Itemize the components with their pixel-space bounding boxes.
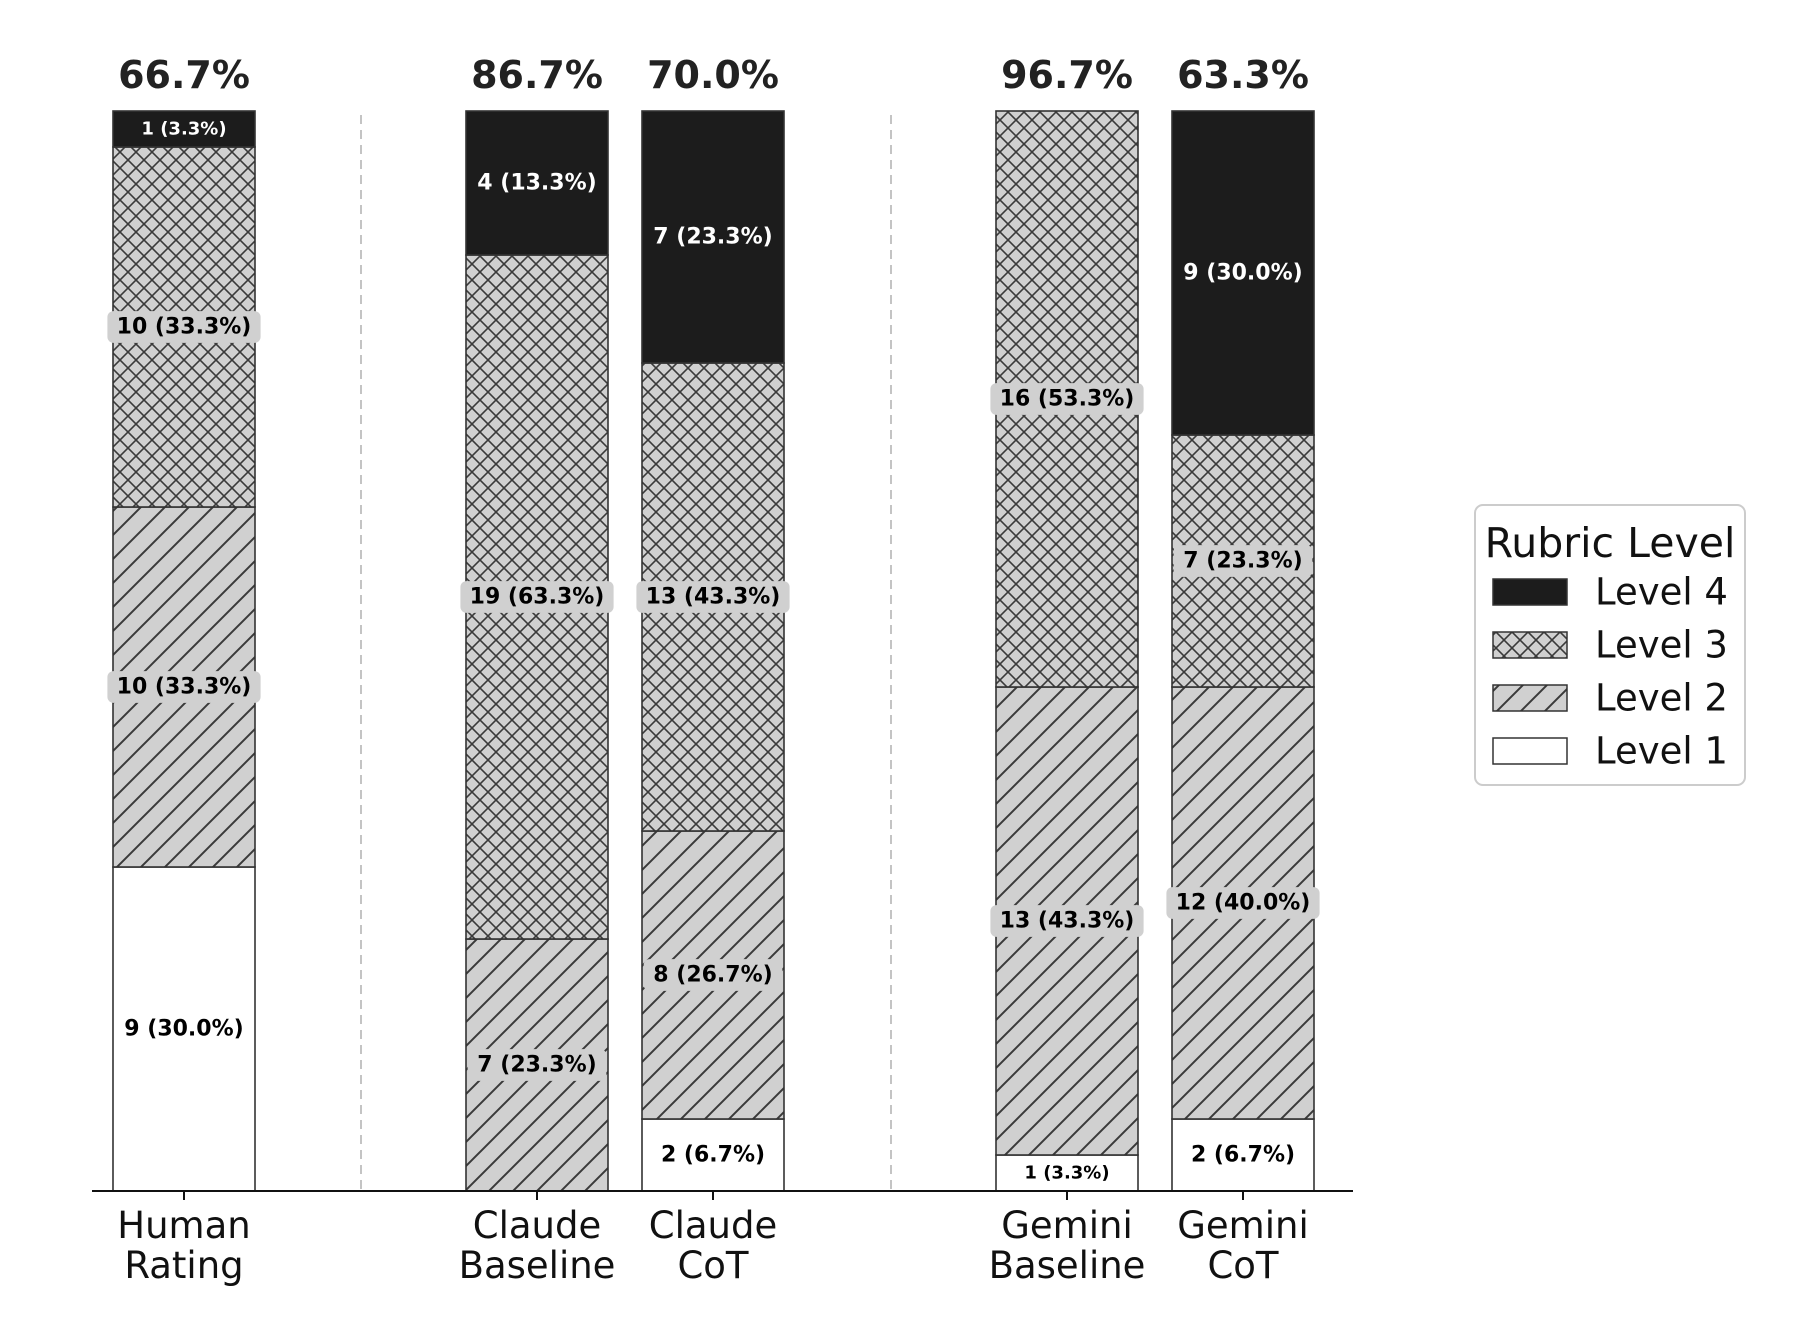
segment-label-bg bbox=[636, 581, 790, 613]
x-tick-label: Human Rating bbox=[117, 1204, 250, 1287]
legend-label: Level 4 bbox=[1595, 571, 1728, 614]
segment-label: 8 (26.7%) bbox=[653, 963, 772, 988]
segment-labels-layer: 9 (30.0%) 10 (33.3%) 10 (33.3%) 1 (3.3%) 7 (… bbox=[107, 119, 1320, 1184]
segment-label-bg bbox=[460, 581, 614, 613]
segment-label: 9 (30.0%) bbox=[1183, 261, 1302, 286]
group-separators bbox=[360, 115, 892, 1191]
segment-label: 7 (23.3%) bbox=[1183, 549, 1302, 574]
x-tick-label: Claude CoT bbox=[649, 1204, 778, 1287]
segment-label: 13 (43.3%) bbox=[646, 585, 781, 610]
legend-swatch-level-3 bbox=[1492, 631, 1568, 659]
segment-label: 10 (33.3%) bbox=[117, 675, 252, 700]
bars-layer bbox=[112, 110, 1315, 1192]
segment-label: 1 (3.3%) bbox=[141, 119, 226, 140]
legend-swatch-level-4 bbox=[1492, 578, 1568, 606]
bar-segment-level-4-1 bbox=[465, 110, 609, 256]
top-percent-label: 96.7% bbox=[1001, 53, 1133, 97]
legend-title: Rubric Level bbox=[1485, 519, 1736, 567]
segment-label: 2 (6.7%) bbox=[1191, 1143, 1295, 1168]
segment-label: 12 (40.0%) bbox=[1176, 891, 1311, 916]
segment-label: 13 (43.3%) bbox=[1000, 909, 1135, 934]
x-axis: Human Rating Claude Baseline Claude CoT Gemini… bbox=[92, 1190, 1353, 1287]
segment-label: 19 (63.3%) bbox=[470, 585, 605, 610]
bar-segment-level-1-0 bbox=[112, 866, 256, 1192]
segment-label: 2 (6.7%) bbox=[661, 1143, 765, 1168]
legend-swatch-level-1 bbox=[1492, 737, 1568, 765]
segment-label-bg bbox=[1166, 887, 1320, 919]
legend-swatch-level-2 bbox=[1492, 684, 1568, 712]
segment-label-bg bbox=[1173, 545, 1313, 577]
segment-label: 16 (53.3%) bbox=[1000, 387, 1135, 412]
legend-frame bbox=[1474, 504, 1746, 786]
top-percent-label: 86.7% bbox=[471, 53, 603, 97]
segment-label: 9 (30.0%) bbox=[124, 1017, 243, 1042]
bar-segment-level-1-3 bbox=[995, 1154, 1139, 1192]
segment-label: 4 (13.3%) bbox=[477, 171, 596, 196]
bar-segment-level-4-0 bbox=[112, 110, 256, 148]
segment-label: 10 (33.3%) bbox=[117, 315, 252, 340]
top-percent-label: 63.3% bbox=[1177, 53, 1309, 97]
segment-label-bg bbox=[990, 383, 1144, 415]
legend-label: Level 2 bbox=[1595, 677, 1728, 720]
segment-label: 1 (3.3%) bbox=[1024, 1163, 1109, 1184]
bar-segment-level-4-4 bbox=[1171, 110, 1315, 436]
top-percent-label: 66.7% bbox=[118, 53, 250, 97]
x-tick-label: Gemini CoT bbox=[1177, 1204, 1309, 1287]
legend-label: Level 3 bbox=[1595, 624, 1728, 667]
top-percent-label: 70.0% bbox=[647, 53, 779, 97]
segment-label: 7 (23.3%) bbox=[477, 1053, 596, 1078]
segment-label-bg bbox=[990, 905, 1144, 937]
segment-label-bg bbox=[107, 311, 261, 343]
top-percent-labels-layer: 66.7% 86.7% 70.0% 96.7% 63.3% bbox=[118, 53, 1309, 97]
x-tick-label: Claude Baseline bbox=[459, 1204, 616, 1287]
bar-segment-level-4-2 bbox=[641, 110, 785, 364]
segment-label-bg bbox=[467, 1049, 607, 1081]
segment-label-bg bbox=[107, 671, 261, 703]
x-tick-label: Gemini Baseline bbox=[989, 1204, 1146, 1287]
bar-segment-level-1-2 bbox=[641, 1118, 785, 1192]
segment-label: 7 (23.3%) bbox=[653, 225, 772, 250]
segment-label-bg bbox=[643, 959, 783, 991]
legend-label: Level 1 bbox=[1595, 730, 1728, 773]
